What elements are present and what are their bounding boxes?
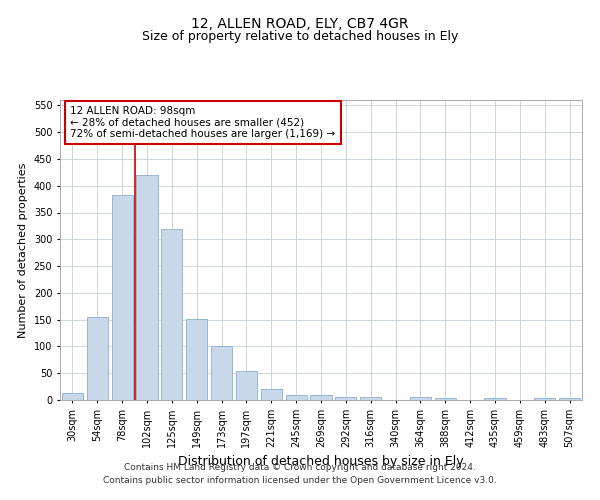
Text: 12 ALLEN ROAD: 98sqm
← 28% of detached houses are smaller (452)
72% of semi-deta: 12 ALLEN ROAD: 98sqm ← 28% of detached h… [70,106,335,139]
Bar [236,370,257,400]
Text: Size of property relative to detached houses in Ely: Size of property relative to detached ho… [142,30,458,43]
Bar [559,398,580,400]
Text: 12, ALLEN ROAD, ELY, CB7 4GR: 12, ALLEN ROAD, ELY, CB7 4GR [191,18,409,32]
Bar [112,195,133,400]
Bar [310,394,332,400]
Bar [410,398,431,400]
Bar [435,398,456,400]
X-axis label: Distribution of detached houses by size in Ely: Distribution of detached houses by size … [178,456,464,468]
Bar [360,398,381,400]
Bar [87,317,108,400]
Bar [534,398,555,400]
Bar [161,228,182,400]
Bar [186,318,207,400]
Bar [286,394,307,400]
Bar [335,398,356,400]
Bar [484,398,506,400]
Text: Contains public sector information licensed under the Open Government Licence v3: Contains public sector information licen… [103,476,497,485]
Bar [136,175,158,400]
Bar [211,346,232,400]
Y-axis label: Number of detached properties: Number of detached properties [18,162,28,338]
Text: Contains HM Land Registry data © Crown copyright and database right 2024.: Contains HM Land Registry data © Crown c… [124,464,476,472]
Bar [62,393,83,400]
Bar [261,390,282,400]
